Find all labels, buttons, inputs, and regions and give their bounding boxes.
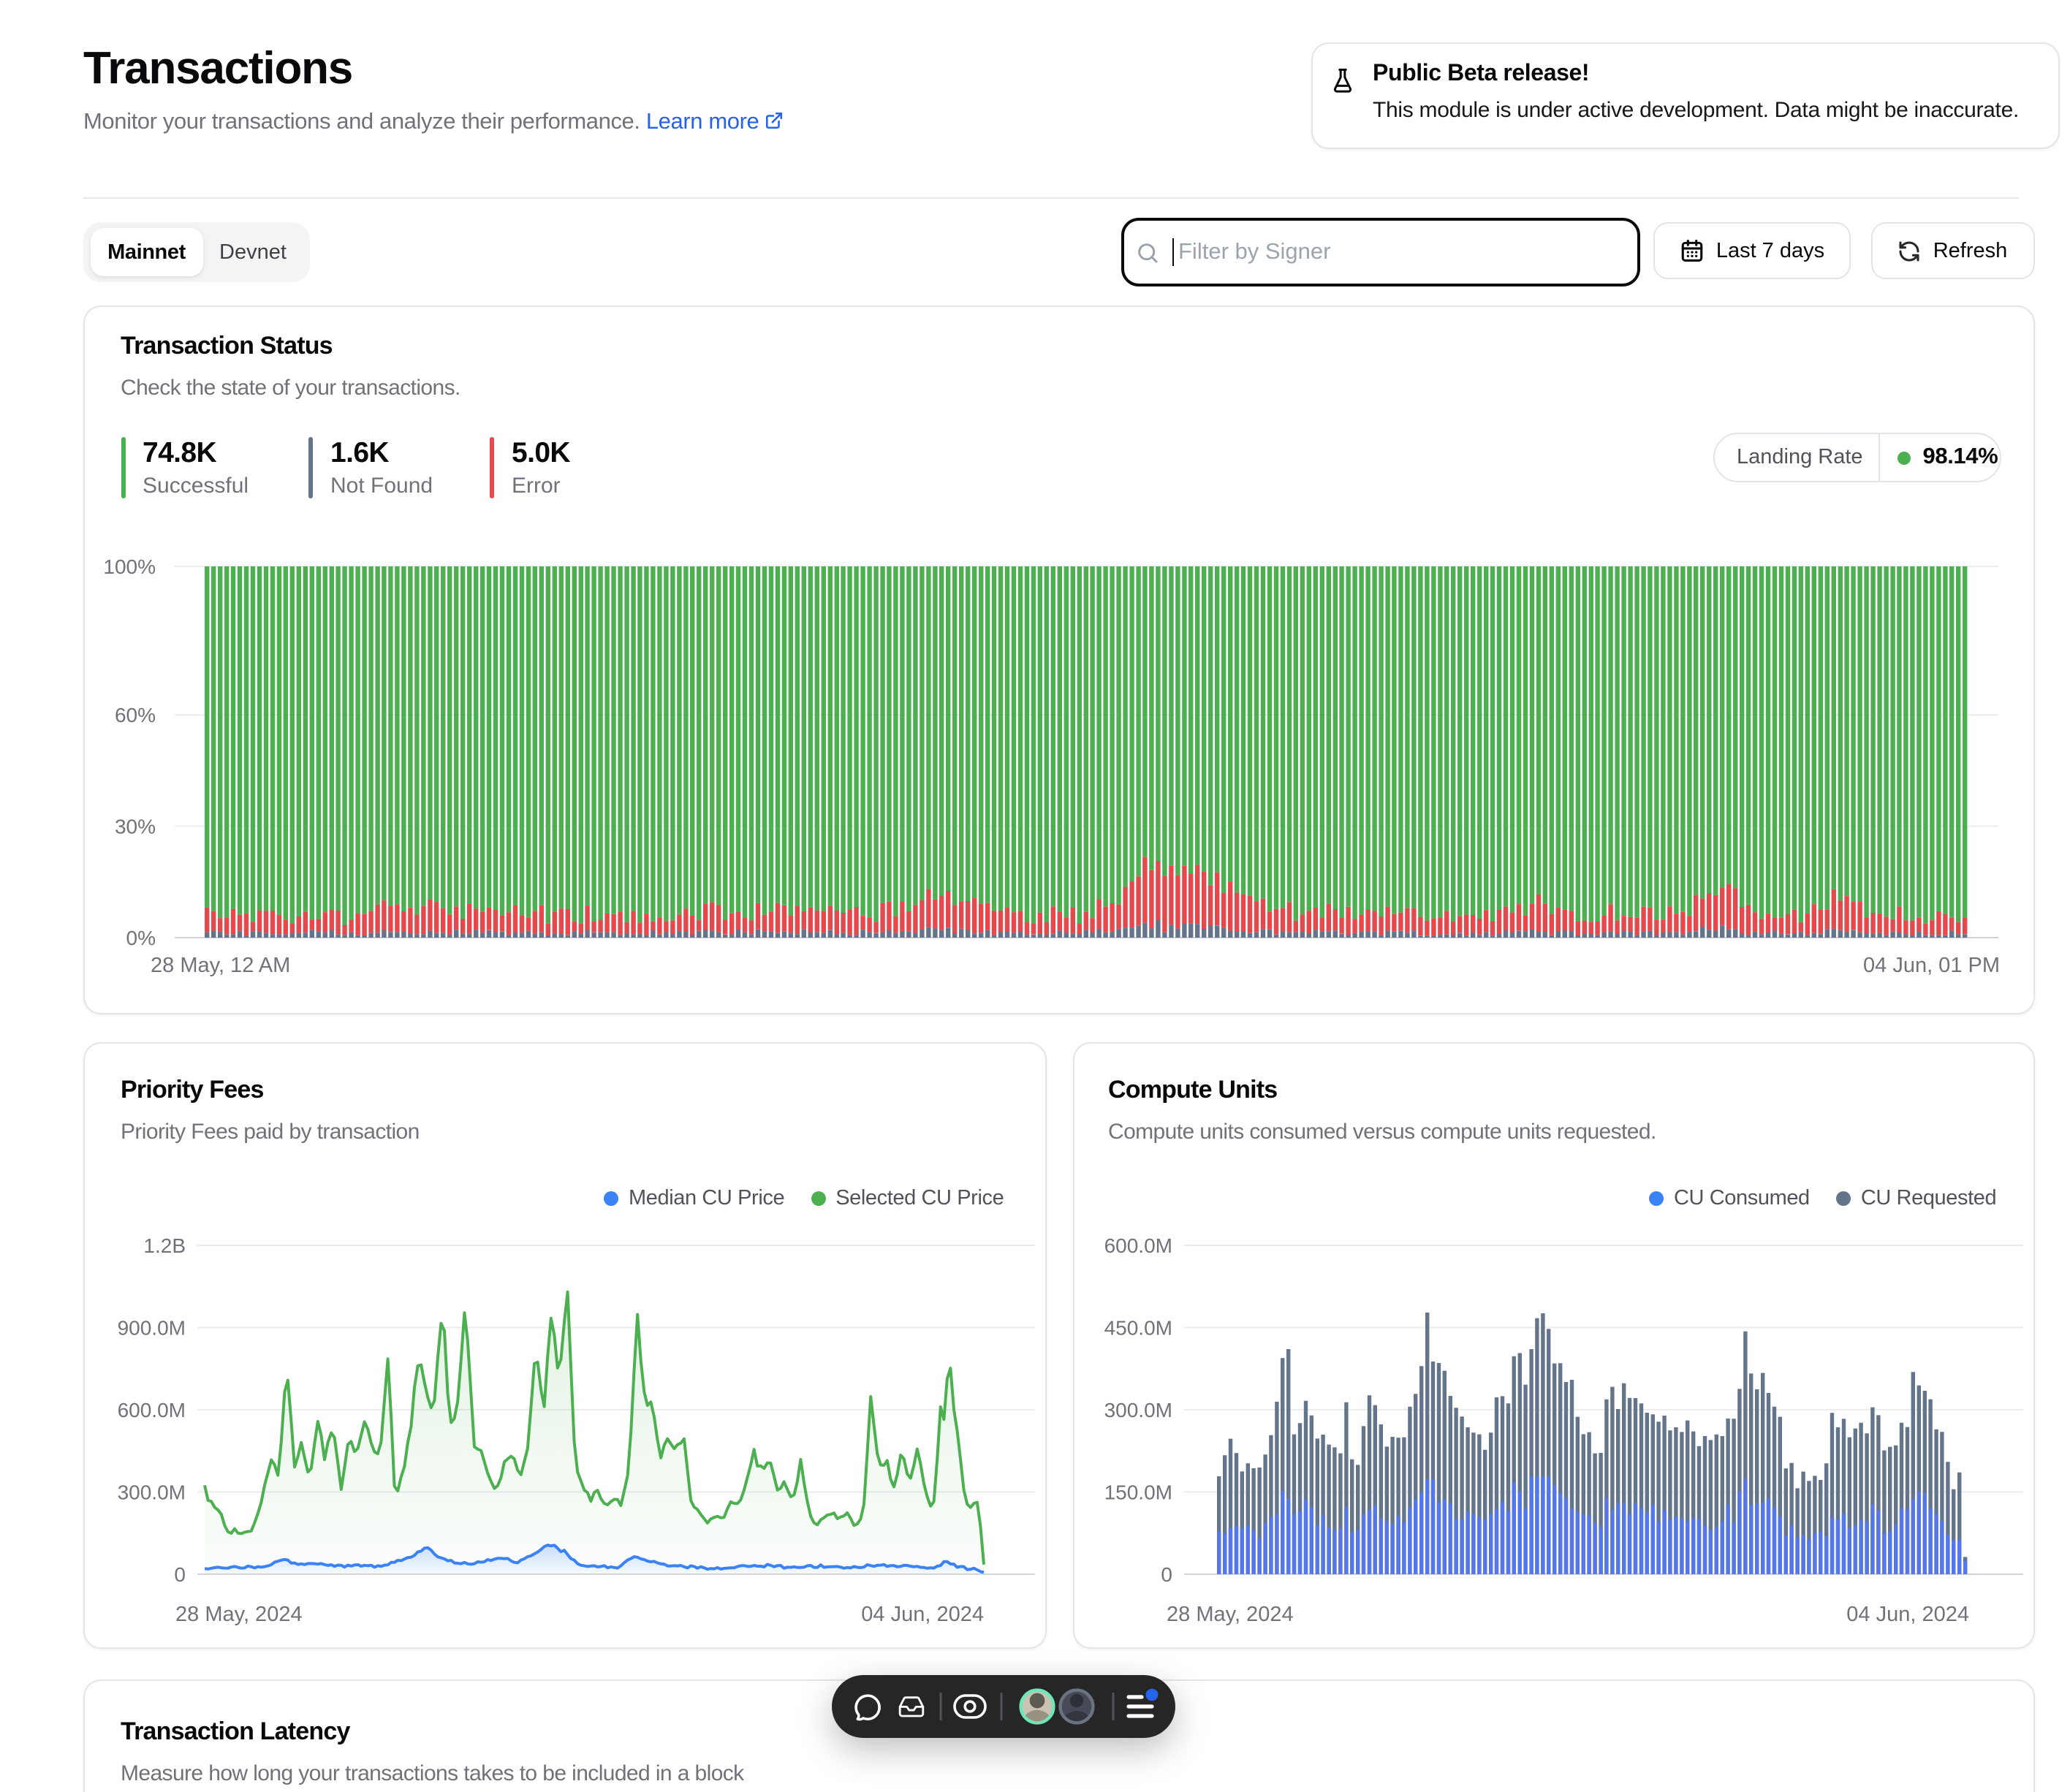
svg-text:0%: 0% — [126, 927, 156, 949]
svg-text:0: 0 — [174, 1563, 186, 1586]
svg-text:600.0M: 600.0M — [1104, 1234, 1172, 1257]
svg-text:300.0M: 300.0M — [118, 1481, 186, 1504]
svg-text:900.0M: 900.0M — [118, 1317, 186, 1340]
svg-text:0: 0 — [1161, 1563, 1172, 1586]
svg-text:04 Jun, 01 PM: 04 Jun, 01 PM — [1863, 954, 2000, 977]
svg-text:28 May, 12 AM: 28 May, 12 AM — [151, 954, 290, 977]
svg-text:04 Jun, 2024: 04 Jun, 2024 — [861, 1603, 984, 1626]
svg-text:1.2B: 1.2B — [143, 1234, 186, 1257]
svg-text:28 May, 2024: 28 May, 2024 — [175, 1603, 303, 1626]
svg-text:150.0M: 150.0M — [1104, 1481, 1172, 1504]
svg-text:60%: 60% — [115, 704, 156, 726]
svg-text:100%: 100% — [103, 555, 156, 578]
svg-text:300.0M: 300.0M — [1104, 1399, 1172, 1421]
svg-text:28 May, 2024: 28 May, 2024 — [1167, 1603, 1294, 1626]
svg-text:30%: 30% — [115, 816, 156, 838]
svg-text:600.0M: 600.0M — [118, 1399, 186, 1421]
svg-text:04 Jun, 2024: 04 Jun, 2024 — [1846, 1603, 1969, 1626]
svg-text:450.0M: 450.0M — [1104, 1317, 1172, 1340]
